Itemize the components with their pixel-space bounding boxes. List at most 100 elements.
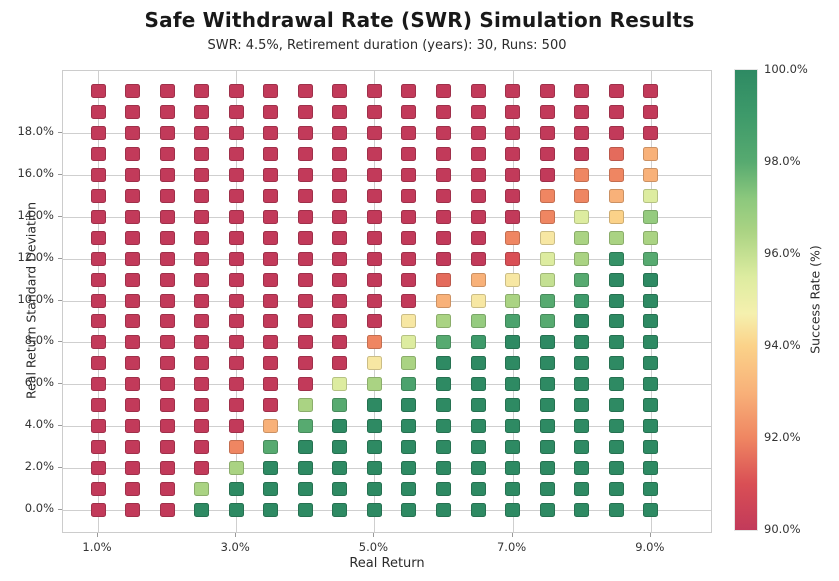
heatmap-marker	[505, 84, 521, 98]
y-tick-label: 16.0%	[17, 165, 54, 180]
heatmap-marker	[539, 356, 555, 371]
heatmap-marker	[505, 167, 521, 182]
heatmap-marker	[608, 314, 624, 329]
heatmap-marker	[159, 167, 175, 182]
heatmap-marker	[608, 104, 624, 119]
heatmap-marker	[505, 482, 521, 497]
heatmap-marker	[228, 251, 244, 266]
heatmap-marker	[194, 377, 210, 392]
heatmap-marker	[436, 272, 451, 287]
heatmap-marker	[263, 84, 279, 98]
heatmap-marker	[263, 167, 279, 182]
y-tick-label: 12.0%	[17, 249, 54, 264]
heatmap-marker	[90, 419, 106, 434]
heatmap-marker	[125, 125, 141, 140]
heatmap-marker	[90, 84, 106, 98]
colorbar	[734, 69, 758, 531]
x-tick	[511, 533, 513, 537]
heatmap-marker	[574, 461, 590, 476]
heatmap-marker	[643, 167, 659, 182]
heatmap-marker	[608, 146, 624, 161]
heatmap-marker	[90, 104, 106, 119]
heatmap-marker	[228, 104, 244, 119]
heatmap-marker	[436, 230, 451, 245]
heatmap-marker	[436, 440, 451, 455]
heatmap-marker	[643, 146, 659, 161]
heatmap-marker	[505, 377, 521, 392]
x-tick	[649, 533, 651, 537]
heatmap-marker	[332, 377, 348, 392]
heatmap-marker	[194, 146, 210, 161]
heatmap-marker	[470, 440, 486, 455]
heatmap-marker	[401, 482, 417, 497]
heatmap-marker	[159, 419, 175, 434]
heatmap-marker	[159, 125, 175, 140]
heatmap-marker	[436, 503, 451, 517]
heatmap-marker	[194, 314, 210, 329]
heatmap-marker	[125, 209, 141, 224]
heatmap-marker	[228, 146, 244, 161]
heatmap-marker	[574, 482, 590, 497]
heatmap-marker	[263, 482, 279, 497]
heatmap-marker	[401, 209, 417, 224]
heatmap-marker	[90, 293, 106, 308]
heatmap-marker	[643, 440, 659, 455]
heatmap-marker	[436, 482, 451, 497]
heatmap-marker	[90, 230, 106, 245]
heatmap-marker	[505, 314, 521, 329]
heatmap-marker	[643, 230, 659, 245]
heatmap-marker	[332, 272, 348, 287]
heatmap-marker	[332, 84, 348, 98]
heatmap-marker	[297, 335, 313, 350]
heatmap-marker	[332, 503, 348, 517]
heatmap-marker	[401, 251, 417, 266]
heatmap-marker	[159, 272, 175, 287]
heatmap-marker	[90, 377, 106, 392]
heatmap-marker	[125, 104, 141, 119]
heatmap-marker	[332, 251, 348, 266]
heatmap-marker	[125, 230, 141, 245]
heatmap-marker	[90, 209, 106, 224]
heatmap-marker	[401, 104, 417, 119]
heatmap-marker	[539, 230, 555, 245]
heatmap-marker	[643, 272, 659, 287]
heatmap-marker	[574, 209, 590, 224]
x-tick	[235, 533, 237, 537]
y-tick-label: 8.0%	[24, 333, 54, 348]
heatmap-marker	[159, 209, 175, 224]
heatmap-marker	[159, 251, 175, 266]
heatmap-marker	[366, 84, 382, 98]
heatmap-marker	[125, 293, 141, 308]
horizontal-gridline	[63, 258, 711, 260]
heatmap-marker	[436, 251, 451, 266]
heatmap-marker	[194, 293, 210, 308]
heatmap-marker	[263, 503, 279, 517]
heatmap-marker	[539, 419, 555, 434]
heatmap-marker	[366, 230, 382, 245]
heatmap-marker	[332, 356, 348, 371]
heatmap-marker	[505, 230, 521, 245]
heatmap-marker	[159, 503, 175, 517]
heatmap-marker	[159, 293, 175, 308]
heatmap-marker	[125, 356, 141, 371]
horizontal-gridline	[63, 426, 711, 428]
heatmap-marker	[539, 482, 555, 497]
heatmap-marker	[228, 398, 244, 413]
heatmap-marker	[643, 482, 659, 497]
heatmap-marker	[194, 398, 210, 413]
heatmap-marker	[539, 209, 555, 224]
heatmap-marker	[505, 125, 521, 140]
heatmap-marker	[228, 335, 244, 350]
heatmap-marker	[90, 398, 106, 413]
heatmap-marker	[539, 188, 555, 203]
colorbar-tick-label: 100.0%	[764, 62, 808, 76]
heatmap-marker	[125, 84, 141, 98]
heatmap-marker	[332, 482, 348, 497]
heatmap-marker	[470, 125, 486, 140]
y-tick-label: 6.0%	[24, 375, 54, 390]
heatmap-marker	[263, 293, 279, 308]
heatmap-marker	[228, 461, 244, 476]
heatmap-marker	[228, 482, 244, 497]
heatmap-marker	[539, 251, 555, 266]
